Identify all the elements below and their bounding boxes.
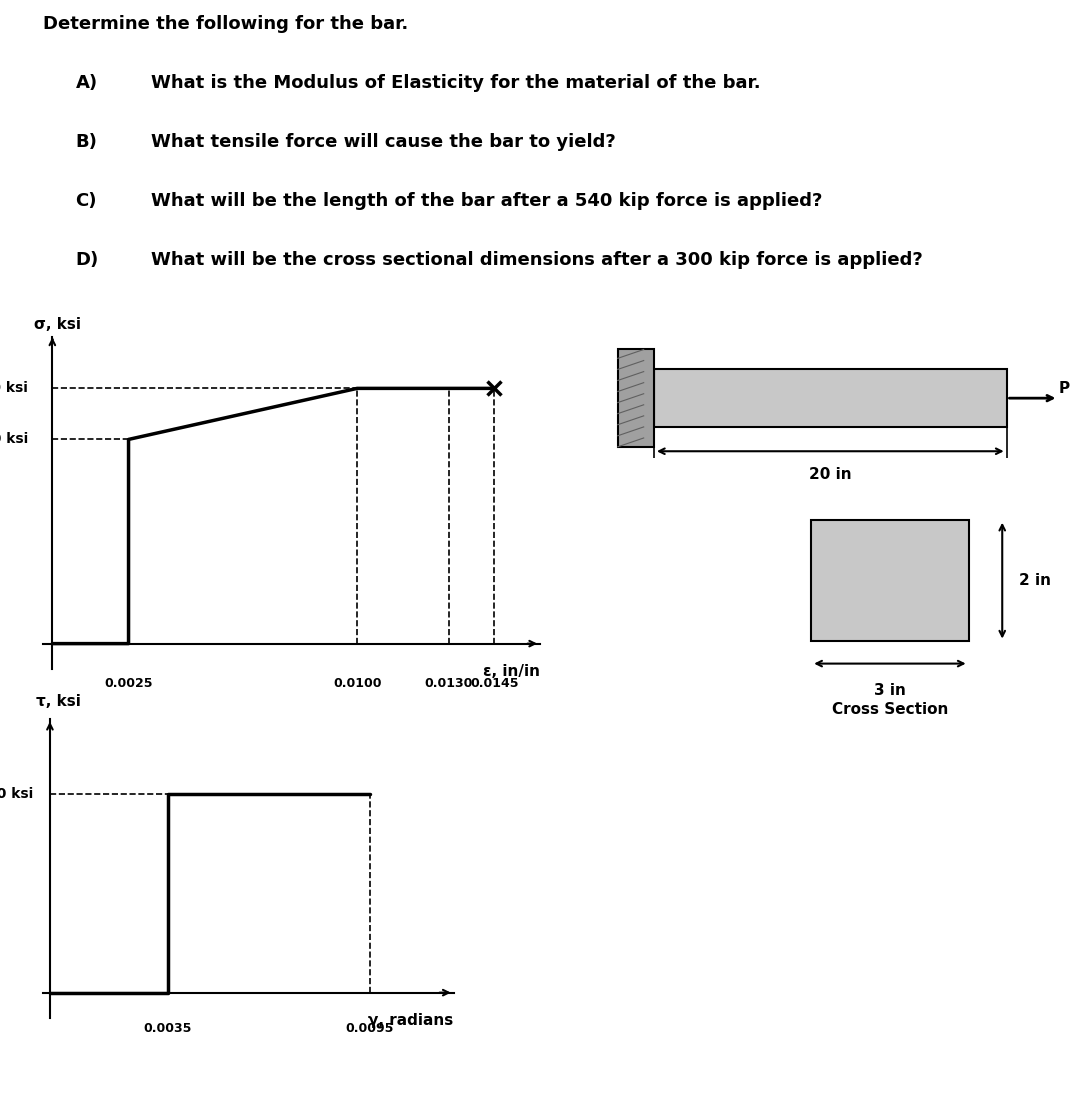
Text: B): B): [76, 133, 97, 152]
Text: Determine the following for the bar.: Determine the following for the bar.: [43, 15, 408, 33]
Bar: [811, 520, 969, 641]
Text: What is the Modulus of Elasticity for the material of the bar.: What is the Modulus of Elasticity for th…: [151, 74, 760, 92]
Text: C): C): [76, 192, 97, 210]
Text: 0.0130: 0.0130: [424, 677, 473, 690]
Text: 100 ksi: 100 ksi: [0, 382, 28, 395]
Text: τ, ksi: τ, ksi: [37, 693, 81, 709]
Text: P: P: [1058, 380, 1069, 396]
Text: A): A): [76, 74, 97, 92]
Text: 20 in: 20 in: [809, 467, 852, 482]
Text: 2 in: 2 in: [1020, 573, 1051, 588]
Bar: [654, 369, 1007, 427]
Text: 80 ksi: 80 ksi: [0, 432, 28, 447]
Text: σ, ksi: σ, ksi: [35, 317, 81, 332]
Text: 0.0100: 0.0100: [333, 677, 381, 690]
Text: 0.0035: 0.0035: [144, 1022, 192, 1035]
Text: 0.0095: 0.0095: [346, 1022, 394, 1035]
Text: 40 ksi: 40 ksi: [0, 786, 33, 801]
Text: What will be the length of the bar after a 540 kip force is applied?: What will be the length of the bar after…: [151, 192, 823, 210]
Text: Cross Section: Cross Section: [832, 702, 948, 718]
Text: What tensile force will cause the bar to yield?: What tensile force will cause the bar to…: [151, 133, 616, 152]
Bar: [618, 349, 654, 447]
Text: 0.0145: 0.0145: [470, 677, 518, 690]
Text: D): D): [76, 251, 99, 269]
Text: What will be the cross sectional dimensions after a 300 kip force is applied?: What will be the cross sectional dimensi…: [151, 251, 923, 269]
Text: γ, radians: γ, radians: [368, 1013, 454, 1027]
Text: 3 in: 3 in: [874, 682, 906, 698]
Text: 0.0025: 0.0025: [105, 677, 152, 690]
Text: ε, in/in: ε, in/in: [483, 664, 540, 679]
